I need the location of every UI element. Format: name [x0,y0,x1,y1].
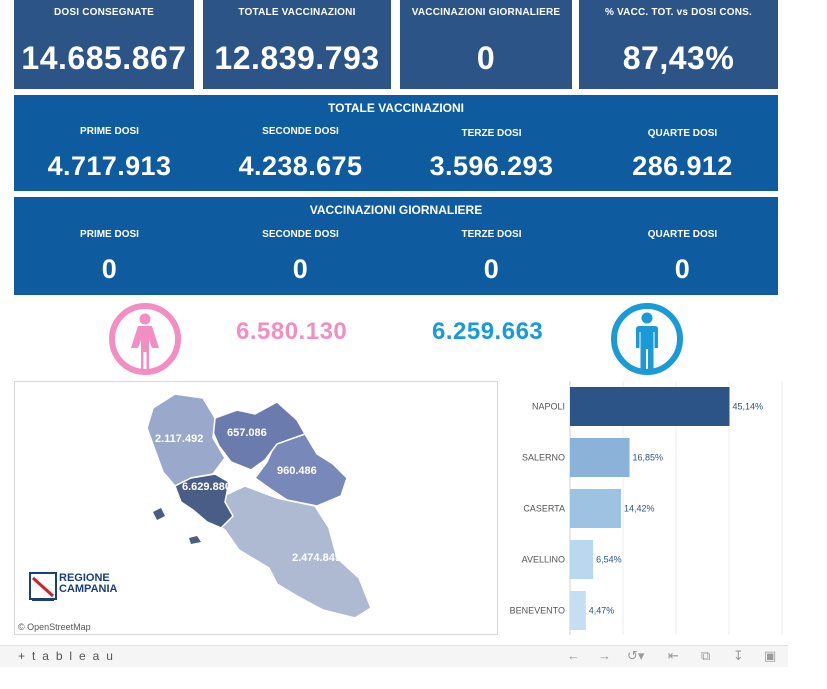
category-label: CASERTA [523,504,565,514]
province-bar-chart: NAPOLI 45,14% SALERNO 16,85% CASERTA 14,42% AV… [505,381,795,635]
col-value: 4.238.675 [238,151,363,181]
kpi-value: 12.839.793 [214,40,380,76]
panel-title: VACCINAZIONI GIORNALIERE [309,203,483,217]
kpi-value: 0 [476,40,496,76]
col-terze-dosi: TERZE DOSI 3.596.293 [396,128,587,182]
col-value: 0 [674,254,691,284]
kpi-percentuale: % VACC. TOT. vs DOSI CONS. 87,43% [579,0,778,89]
kpi-value: 87,43% [622,40,735,76]
redo-icon[interactable]: → [598,648,611,663]
col-label: PRIME DOSI [80,229,139,240]
kpi-dosi-consegnate: DOSI CONSEGNATE 14.685.867 [14,0,194,89]
fullscreen-icon[interactable]: ▣ [764,648,777,663]
col-value: 0 [292,254,309,284]
value-label: 45,14% [732,402,763,412]
bar-caserta[interactable] [570,489,621,528]
bar-svg: NAPOLI 45,14% SALERNO 16,85% CASERTA 14,42% AV… [510,381,783,635]
col-label: PRIME DOSI [80,126,139,137]
regione-campania-logo [29,572,57,601]
male-count: 6.259.663 [432,318,544,345]
province-napoli [174,473,234,529]
male-icon [611,303,683,375]
col-prime-dosi: PRIME DOSI 0 [14,229,205,285]
value-label: 4,47% [589,606,615,616]
col-value: 3.596.293 [429,151,554,181]
col-label: TERZE DOSI [461,128,522,139]
bar-salerno[interactable] [570,438,630,477]
value-label: 14,42% [624,504,655,514]
category-label: SALERNO [522,453,565,463]
kpi-vaccinazioni-giornaliere: VACCINAZIONI GIORNALIERE 0 [400,0,572,89]
tableau-logo[interactable]: + t a b l e a u [18,649,115,663]
col-quarte-dosi: QUARTE DOSI 286.912 [587,128,778,182]
osm-attribution[interactable]: © OpenStreetMap [18,622,91,632]
bar-napoli[interactable] [570,387,730,426]
map-shapes [146,393,372,619]
map-label-napoli: 6.629.880 [182,481,231,493]
download-icon[interactable]: ↧ [733,648,744,663]
female-count: 6.580.130 [236,318,348,345]
province-avellino [253,433,348,507]
col-value: 286.912 [632,151,733,181]
col-seconde-dosi: SECONDE DOSI 4.238.675 [205,126,396,182]
female-icon [109,303,181,375]
map-label-avellino: 960.486 [277,465,317,477]
kpi-value: 14.685.867 [21,40,187,76]
col-label: TERZE DOSI [461,229,522,240]
panel-vaccinazioni-giornaliere: VACCINAZIONI GIORNALIERE PRIME DOSI 0 SE… [14,197,778,295]
kpi-label: VACCINAZIONI GIORNALIERE [411,7,561,18]
category-label: AVELLINO [522,555,565,565]
kpi-label: TOTALE VACCINAZIONI [238,7,356,18]
col-value: 0 [101,254,118,284]
map-label-salerno: 2.474.849 [292,552,341,564]
province-salerno [208,485,372,619]
value-label: 16,85% [633,453,664,463]
col-label: QUARTE DOSI [647,128,718,139]
undo-icon[interactable]: ← [567,648,580,663]
revert-icon[interactable]: ↺▾ [627,648,645,663]
col-value: 4.717.913 [47,151,172,181]
col-prime-dosi: PRIME DOSI 4.717.913 [14,126,205,182]
col-terze-dosi: TERZE DOSI 0 [396,229,587,285]
col-quarte-dosi: QUARTE DOSI 0 [587,229,778,285]
logo-text-line1: REGIONE [59,572,110,584]
kpi-label: % VACC. TOT. vs DOSI CONS. [604,7,753,18]
col-seconde-dosi: SECONDE DOSI 0 [205,229,396,285]
map-label-benevento: 657.086 [227,427,267,439]
panel-title: TOTALE VACCINAZIONI [328,101,464,115]
kpi-label: DOSI CONSEGNATE [53,7,155,18]
share-icon[interactable]: ⧉ [701,648,711,663]
bar-avellino[interactable] [570,540,594,579]
category-label: NAPOLI [532,402,565,412]
tableau-toolbar: + t a b l e a u ← → ↺▾ ⇤ ⧉ ↧ ▣ [0,645,788,667]
col-value: 0 [483,254,500,284]
col-label: SECONDE DOSI [262,229,339,240]
kpi-totale-vaccinazioni: TOTALE VACCINAZIONI 12.839.793 [203,0,391,89]
col-label: QUARTE DOSI [647,229,718,240]
bar-benevento[interactable] [570,591,586,630]
logo-text-line2: CAMPANIA [59,583,118,595]
panel-totale-vaccinazioni: TOTALE VACCINAZIONI PRIME DOSI 4.717.913… [14,95,778,191]
category-label: BENEVENTO [510,606,565,616]
map-label-caserta: 2.117.492 [155,433,204,445]
pause-icon[interactable]: ⇤ [668,648,679,663]
col-label: SECONDE DOSI [262,126,339,137]
value-label: 6,54% [596,555,622,565]
province-benevento [212,401,307,471]
campania-map[interactable]: 2.117.492 657.086 960.486 6.629.880 2.47… [14,381,498,635]
